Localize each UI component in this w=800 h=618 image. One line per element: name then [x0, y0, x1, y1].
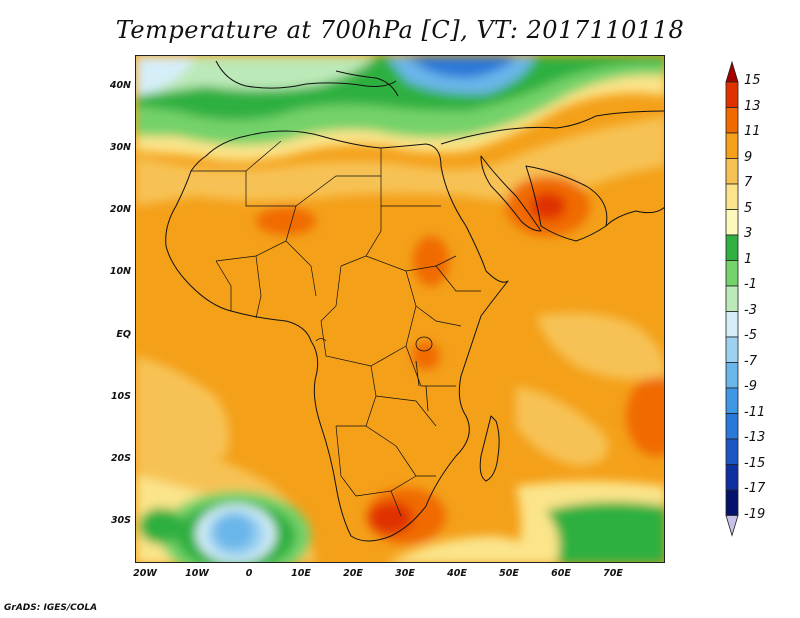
grads-credit: GrADS: IGES/COLA [4, 603, 98, 613]
lat-tick-30n: 30N [109, 142, 131, 153]
colorbar-label: -5 [744, 328, 757, 343]
colorbar-label: 11 [744, 124, 761, 139]
lon-tick-30e: 30E [395, 568, 415, 579]
lat-tick-20n: 20N [109, 204, 131, 215]
colorbar-swatch [725, 489, 739, 516]
colorbar-label: -15 [744, 455, 766, 471]
temperature-map [135, 55, 665, 563]
colorbar-swatch [725, 234, 739, 261]
temperature-contours [136, 56, 664, 562]
colorbar-label: 13 [744, 98, 761, 114]
coastlines [165, 60, 664, 542]
colorbar-label: -1 [744, 277, 757, 292]
colorbar-label: -13 [744, 430, 766, 445]
lon-tick-20e: 20E [343, 568, 363, 579]
lat-tick-40n: 40N [109, 80, 131, 91]
colorbar-label: 7 [744, 175, 753, 190]
lon-tick-50e: 50E [499, 568, 519, 579]
colorbar-swatch [725, 387, 739, 414]
colorbar-label: -11 [744, 404, 766, 420]
lat-tick-10n: 10N [109, 266, 131, 277]
colorbar-swatch [725, 183, 739, 210]
colorbar-label: 5 [744, 200, 753, 216]
colorbar-swatch [725, 132, 739, 159]
lat-tick-10s: 10S [110, 391, 131, 402]
colorbar-swatch [725, 413, 739, 440]
colorbar-label: -19 [744, 506, 766, 522]
lon-tick-60e: 60E [551, 568, 571, 579]
lakes [315, 336, 433, 412]
lon-tick-70e: 70E [603, 568, 623, 579]
colorbar-bottom-arrow [725, 515, 739, 537]
colorbar-swatch [725, 336, 739, 363]
colorbar-swatch [725, 464, 739, 491]
colorbar-label: -7 [744, 353, 757, 369]
lon-tick-10w: 10W [185, 568, 209, 579]
lon-tick-10e: 10E [291, 568, 311, 579]
colorbar-label: 15 [744, 73, 761, 88]
colorbar-top-arrow [725, 60, 739, 83]
colorbar-swatch [725, 260, 739, 287]
colorbar-swatch [725, 362, 739, 389]
lat-tick-30s: 30S [110, 515, 131, 526]
colorbar-swatch [725, 158, 739, 185]
map-title: Temperature at 700hPa [C], VT: 201711011… [115, 16, 685, 44]
colorbar-swatch [725, 209, 739, 236]
colorbar-label: 1 [744, 251, 753, 267]
map-canvas [136, 56, 664, 562]
colorbar-label: -9 [744, 379, 757, 394]
colorbar-swatch [725, 285, 739, 312]
lat-tick-eq: EQ [116, 329, 131, 340]
lon-tick-20w: 20W [133, 568, 157, 579]
colorbar-swatch [725, 438, 739, 465]
lon-tick-0: 0 [245, 568, 253, 579]
colorbar-swatch [725, 81, 739, 108]
colorbar-label: -17 [744, 481, 766, 496]
colorbar [725, 60, 739, 537]
lon-tick-40e: 40E [447, 568, 467, 579]
colorbar-swatch [725, 107, 739, 134]
colorbar-swatch [725, 311, 739, 338]
colorbar-label: 9 [744, 149, 753, 165]
lat-tick-20s: 20S [110, 453, 131, 464]
country-borders [191, 140, 481, 517]
colorbar-label: -3 [744, 302, 757, 318]
colorbar-label: 3 [744, 226, 753, 241]
